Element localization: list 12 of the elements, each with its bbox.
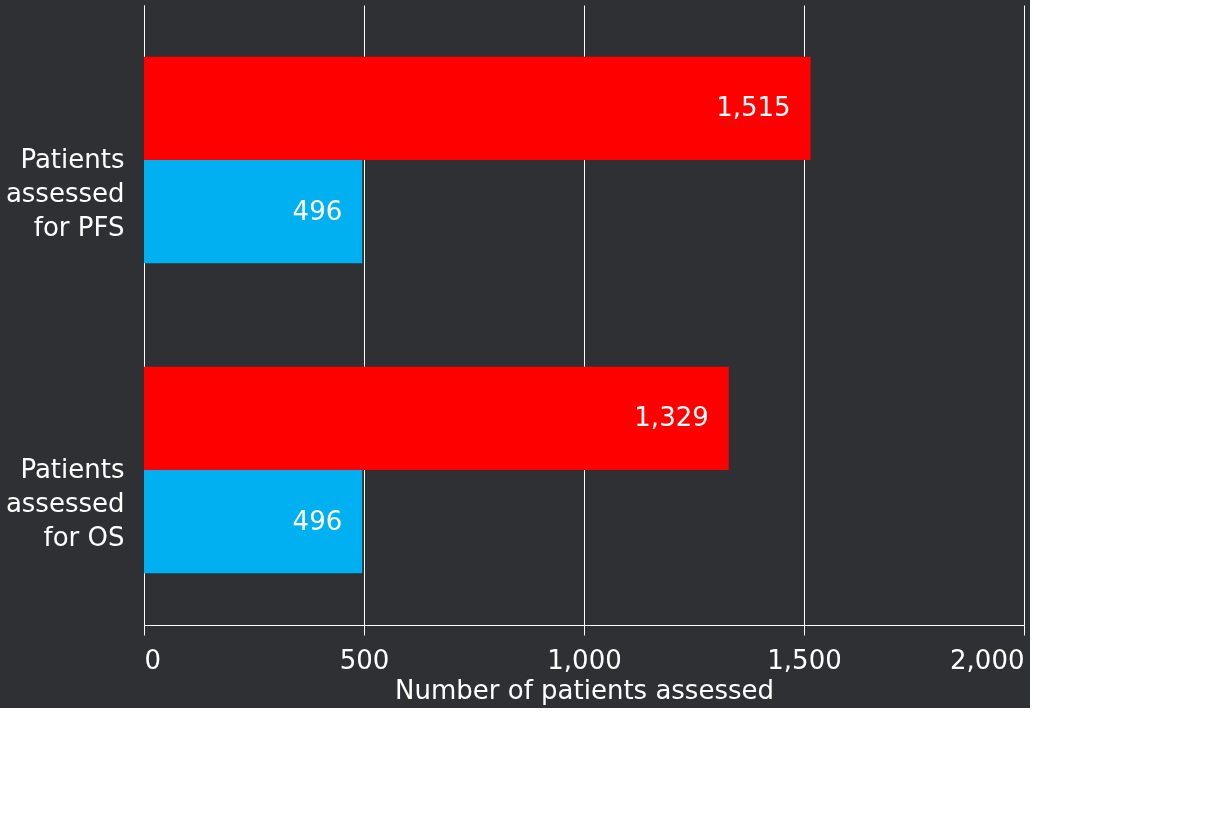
y-tick-label: Patients assessed for OS <box>5 454 125 552</box>
x-tick-label: 1,000 <box>547 644 622 675</box>
data-label: 1,515 <box>716 92 791 123</box>
y-tick-label: Patients assessed for PFS <box>5 144 125 242</box>
x-axis-title: Number of patients assessed <box>395 674 774 705</box>
data-label: 1,329 <box>634 402 709 433</box>
x-tick-label: 1,500 <box>767 644 842 675</box>
x-tick-label: 2,000 <box>950 644 1025 675</box>
x-tick-label: 0 <box>144 644 162 675</box>
x-tick-label: 500 <box>339 644 390 675</box>
data-label: 496 <box>292 505 343 536</box>
data-label: 496 <box>292 195 343 226</box>
